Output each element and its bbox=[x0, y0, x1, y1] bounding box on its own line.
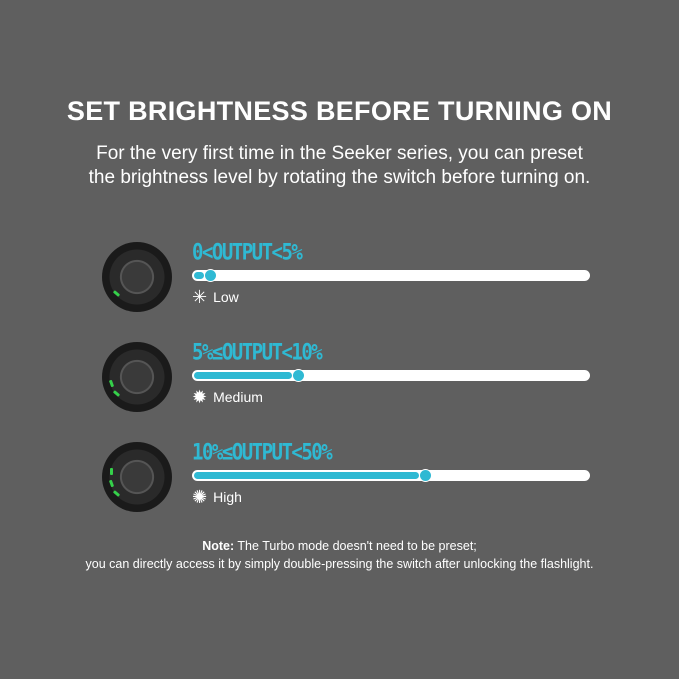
note-text: The Turbo mode doesn't need to be preset… bbox=[234, 539, 477, 553]
output-range-label: 0<OUTPUT<5% bbox=[192, 240, 303, 266]
switch-knob-image bbox=[102, 442, 172, 512]
large-sun-icon: ✺ bbox=[192, 487, 208, 507]
switch-knob-image bbox=[102, 242, 172, 312]
mode-label: Medium bbox=[213, 389, 263, 405]
note-label: Note: bbox=[202, 539, 235, 553]
switch-knob-image bbox=[102, 342, 172, 412]
medium-sun-icon: ✹ bbox=[192, 387, 208, 407]
subtitle: For the very first time in the Seeker se… bbox=[0, 142, 679, 190]
level-row-medium: 5%≤OUTPUT<10% ✹ Medium bbox=[102, 340, 602, 420]
output-range-label: 5%≤OUTPUT<10% bbox=[192, 340, 323, 366]
output-range-label: 10%≤OUTPUT<50% bbox=[192, 440, 333, 466]
note: Note: The Turbo mode doesn't need to be … bbox=[0, 537, 679, 573]
brightness-slider bbox=[192, 369, 590, 382]
slider-thumb bbox=[291, 369, 305, 382]
small-sun-icon: ✳ bbox=[192, 287, 208, 307]
slider-fill bbox=[194, 472, 419, 479]
level-row-low: 0<OUTPUT<5% ✳ Low bbox=[102, 240, 602, 320]
slider-thumb bbox=[203, 269, 217, 282]
brightness-slider bbox=[192, 269, 590, 282]
page-title: SET BRIGHTNESS BEFORE TURNING ON bbox=[66, 96, 613, 126]
level-row-high: 10%≤OUTPUT<50% ✺ High bbox=[102, 440, 602, 520]
brightness-slider bbox=[192, 469, 590, 482]
subtitle-line: the brightness level by rotating the swi… bbox=[88, 167, 591, 188]
slider-thumb bbox=[418, 469, 432, 482]
mode-label: Low bbox=[213, 289, 239, 305]
note-text: you can directly access it by simply dou… bbox=[85, 557, 594, 571]
mode-label: High bbox=[213, 489, 242, 505]
subtitle-line: For the very first time in the Seeker se… bbox=[96, 143, 583, 164]
slider-fill bbox=[194, 272, 204, 279]
slider-fill bbox=[194, 372, 292, 379]
